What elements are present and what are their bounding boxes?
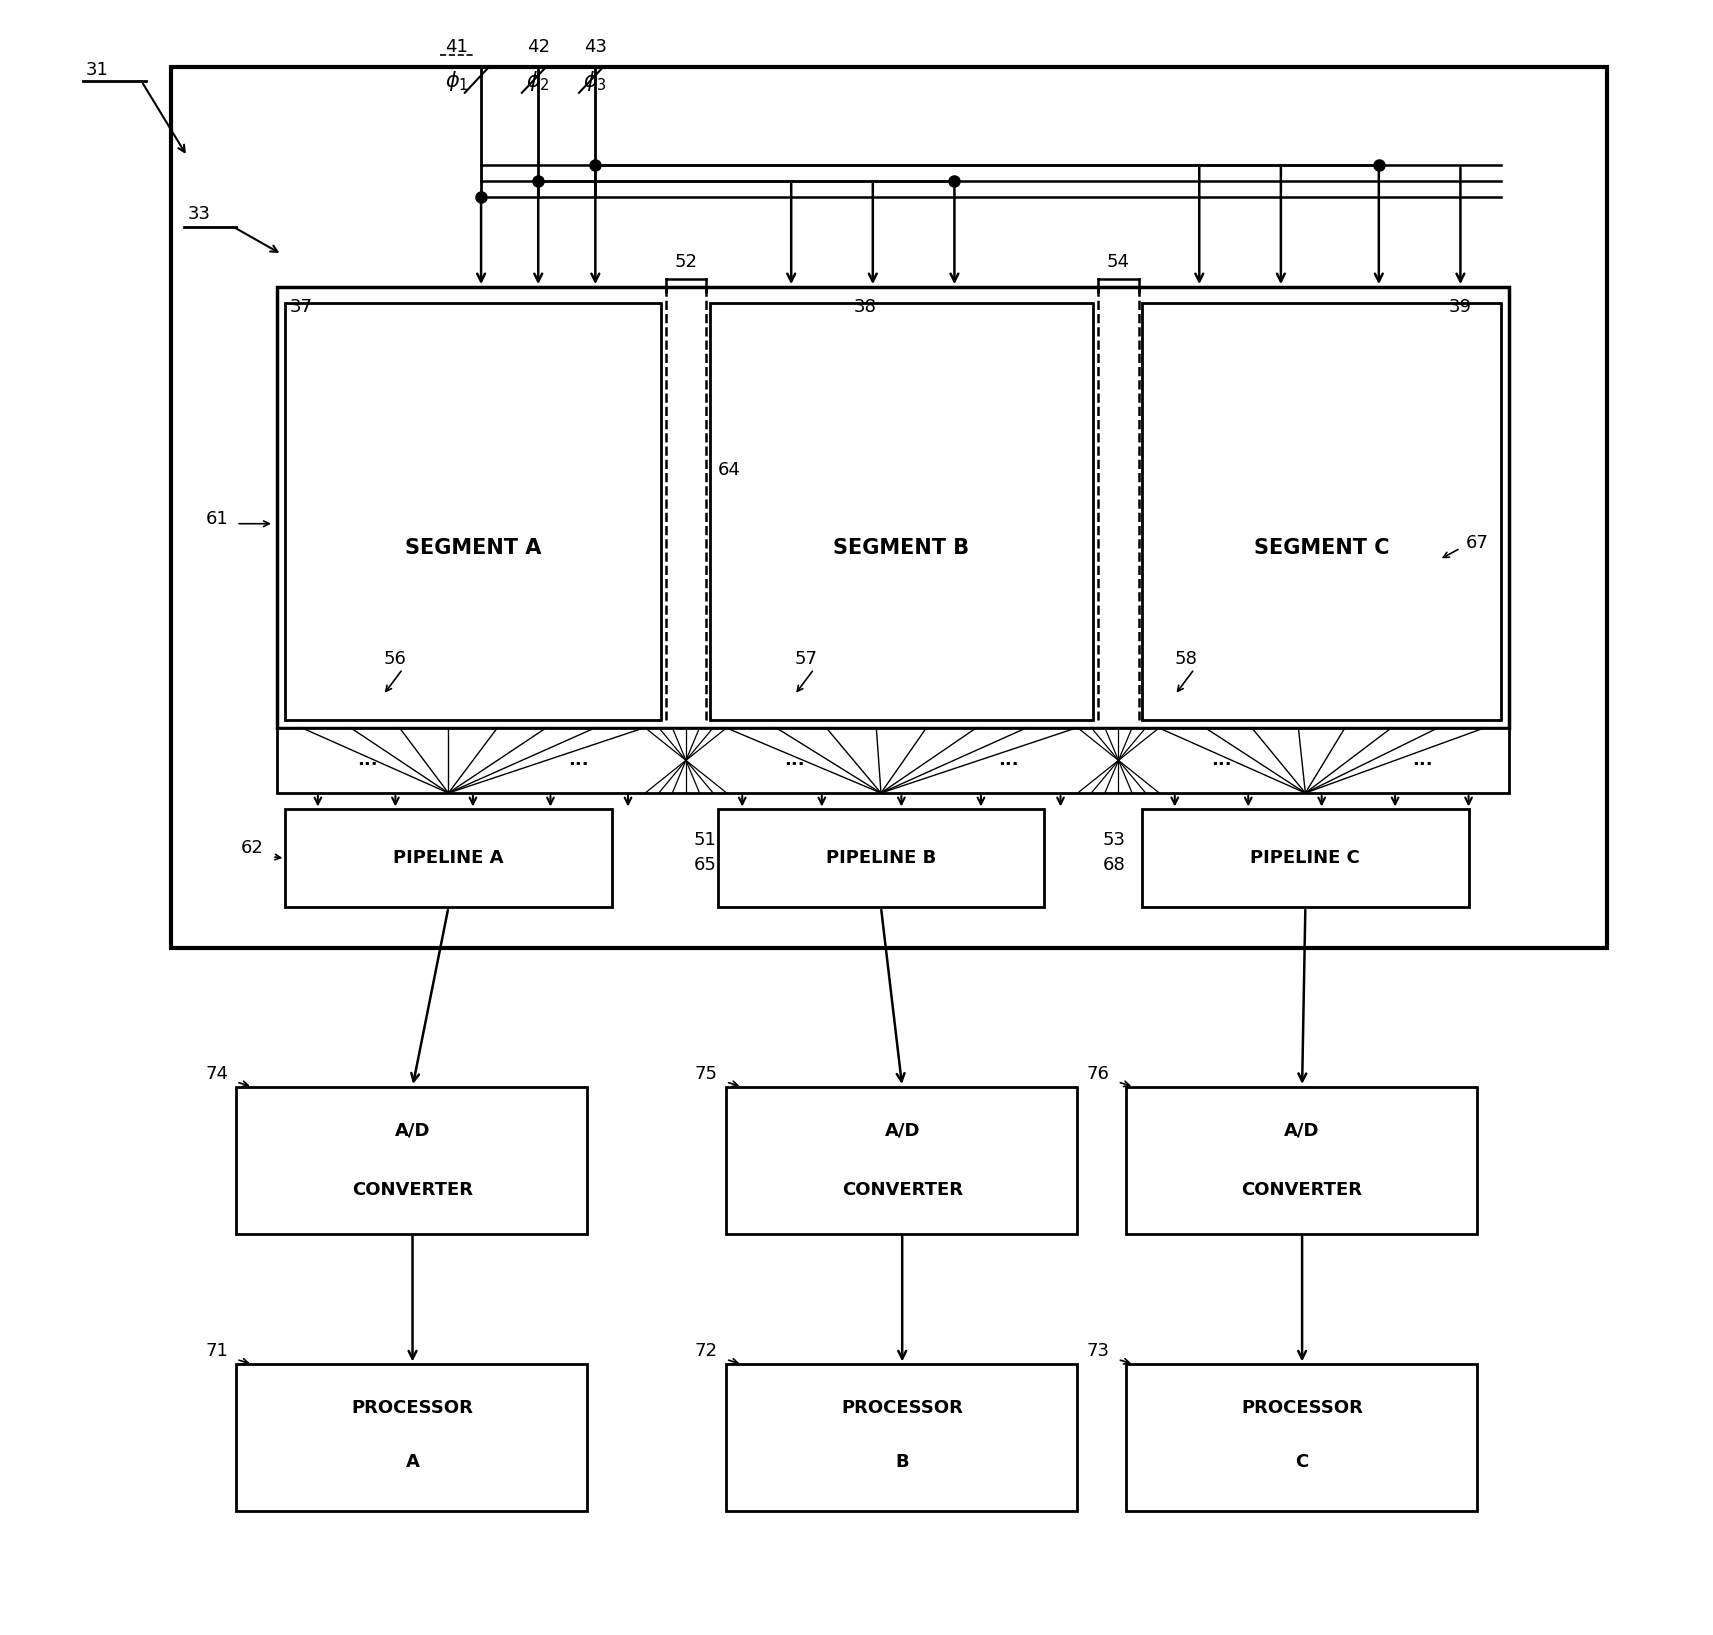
Text: PIPELINE B: PIPELINE B	[826, 849, 935, 867]
Text: ...: ...	[783, 752, 805, 770]
Text: $\phi_2$: $\phi_2$	[526, 69, 550, 93]
Text: 68: 68	[1103, 855, 1125, 873]
Text: SEGMENT C: SEGMENT C	[1254, 538, 1389, 558]
Bar	[286, 304, 661, 719]
Bar	[709, 304, 1093, 719]
Text: A/D: A/D	[884, 1122, 920, 1140]
Bar	[286, 809, 612, 907]
Text: 38: 38	[853, 298, 875, 316]
Text: 67: 67	[1465, 535, 1489, 553]
Text: $\phi_1$: $\phi_1$	[445, 69, 468, 93]
Text: 33: 33	[187, 204, 211, 222]
Text: 65: 65	[694, 855, 716, 873]
Text: $\phi_3$: $\phi_3$	[584, 69, 606, 93]
Text: 73: 73	[1086, 1342, 1110, 1360]
Text: ...: ...	[999, 752, 1019, 770]
Text: 64: 64	[718, 461, 740, 479]
Text: 51: 51	[694, 831, 716, 849]
Text: B: B	[896, 1454, 910, 1472]
Bar	[236, 1087, 588, 1234]
Text: 52: 52	[675, 253, 697, 271]
Text: 58: 58	[1175, 651, 1197, 669]
Bar	[1125, 1364, 1477, 1511]
Text: C: C	[1295, 1454, 1309, 1472]
Bar	[171, 67, 1607, 948]
Bar	[278, 288, 1509, 728]
Text: 71: 71	[206, 1342, 228, 1360]
Text: 41: 41	[445, 38, 468, 56]
Text: 53: 53	[1103, 831, 1125, 849]
Bar	[1125, 1087, 1477, 1234]
Text: ...: ...	[1412, 752, 1432, 770]
Text: 72: 72	[695, 1342, 718, 1360]
Text: A/D: A/D	[394, 1122, 430, 1140]
Bar	[726, 1364, 1077, 1511]
Text: 56: 56	[384, 651, 406, 669]
Text: PIPELINE C: PIPELINE C	[1250, 849, 1360, 867]
Text: 57: 57	[795, 651, 817, 669]
Bar	[718, 809, 1045, 907]
Text: ...: ...	[1211, 752, 1232, 770]
Bar	[1143, 304, 1501, 719]
Text: A: A	[406, 1454, 420, 1472]
Text: PROCESSOR: PROCESSOR	[1242, 1400, 1364, 1418]
Text: 39: 39	[1449, 298, 1471, 316]
Text: CONVERTER: CONVERTER	[841, 1180, 963, 1198]
Text: 74: 74	[206, 1064, 228, 1082]
Text: CONVERTER: CONVERTER	[353, 1180, 473, 1198]
Text: 75: 75	[695, 1064, 718, 1082]
Text: 42: 42	[526, 38, 550, 56]
Text: PIPELINE A: PIPELINE A	[394, 849, 504, 867]
Text: PROCESSOR: PROCESSOR	[351, 1400, 473, 1418]
Text: ...: ...	[567, 752, 588, 770]
Text: 43: 43	[584, 38, 606, 56]
Bar	[726, 1087, 1077, 1234]
Text: 37: 37	[289, 298, 313, 316]
Text: 31: 31	[86, 60, 110, 78]
Bar	[278, 728, 1509, 793]
Text: PROCESSOR: PROCESSOR	[841, 1400, 963, 1418]
Text: 61: 61	[206, 510, 228, 528]
Text: 62: 62	[242, 839, 264, 857]
Text: 54: 54	[1107, 253, 1131, 271]
Text: A/D: A/D	[1285, 1122, 1319, 1140]
Text: SEGMENT B: SEGMENT B	[833, 538, 968, 558]
Bar	[1143, 809, 1468, 907]
Text: CONVERTER: CONVERTER	[1242, 1180, 1362, 1198]
Text: ...: ...	[358, 752, 379, 770]
Text: SEGMENT A: SEGMENT A	[404, 538, 541, 558]
Text: 76: 76	[1086, 1064, 1110, 1082]
Bar	[236, 1364, 588, 1511]
